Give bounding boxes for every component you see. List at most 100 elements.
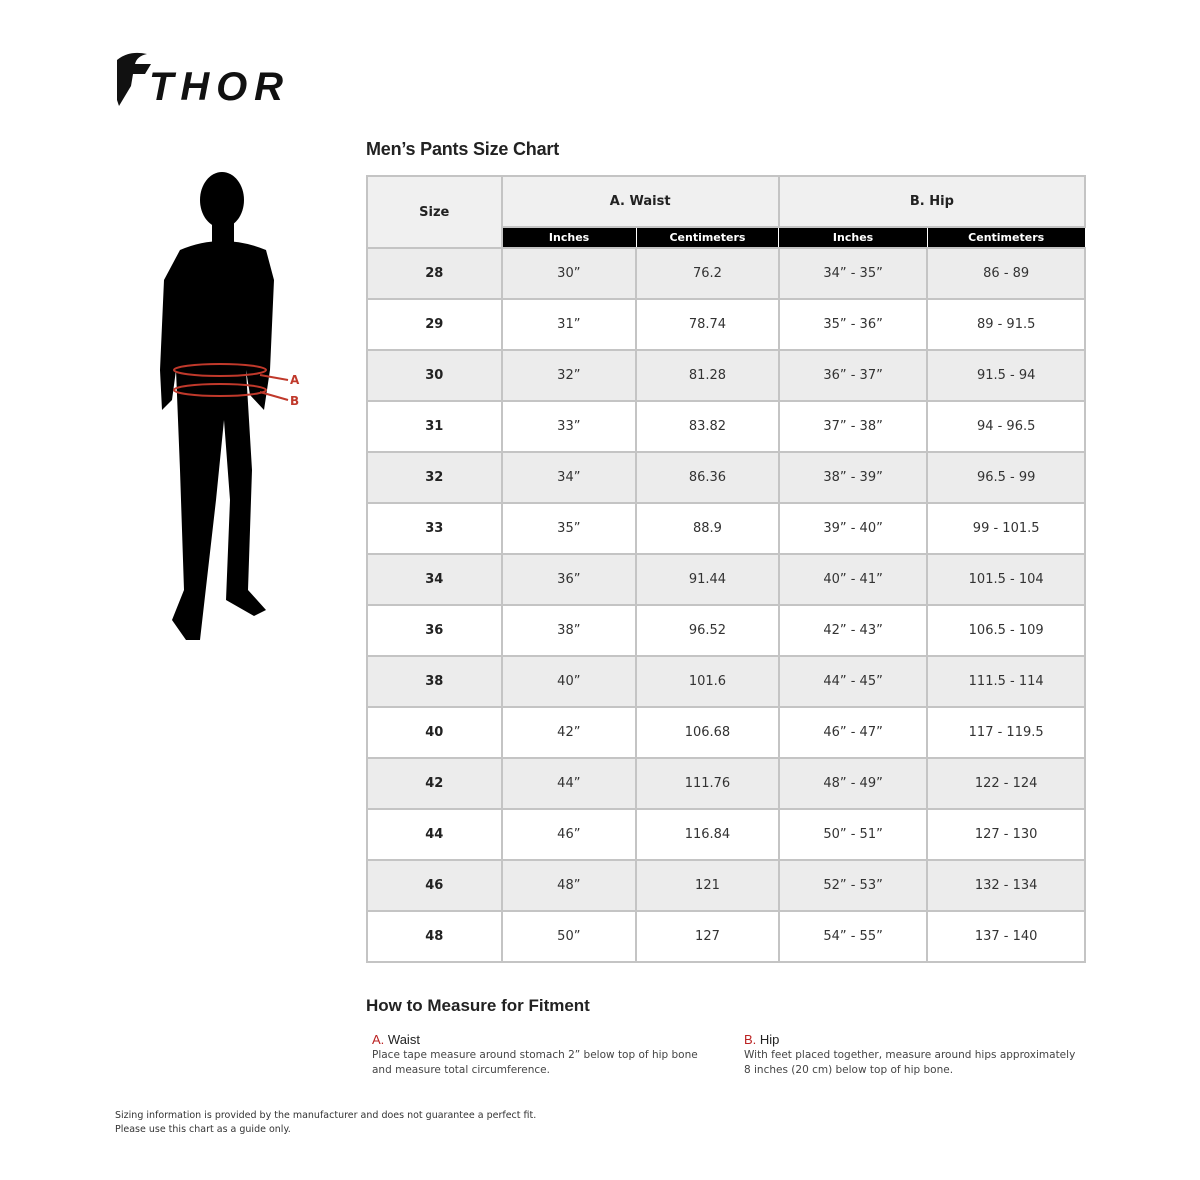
- waist-cm-cell: 78.74: [635, 298, 780, 351]
- waist-cm-cell: 96.52: [635, 604, 780, 657]
- waist-inches-cell: 33”: [500, 400, 638, 453]
- waist-cm-cell: 76.2: [635, 247, 780, 300]
- hip-inches-cell: 54” - 55”: [777, 910, 929, 963]
- table-row: 29 31” 78.74 35” - 36” 89 - 91.5: [366, 298, 1086, 351]
- hip-cm-cell: 132 - 134: [926, 859, 1086, 912]
- hip-inches-cell: 38” - 39”: [777, 451, 929, 504]
- waist-cm-cell: 88.9: [635, 502, 780, 555]
- waist-inches-cell: 35”: [500, 502, 638, 555]
- waist-inches-cell: 48”: [500, 859, 638, 912]
- hip-cm-cell: 96.5 - 99: [926, 451, 1086, 504]
- size-cell: 30: [366, 349, 503, 402]
- hip-cm-cell: 106.5 - 109: [926, 604, 1086, 657]
- hip-inches-cell: 37” - 38”: [777, 400, 929, 453]
- waist-cm-cell: 116.84: [635, 808, 780, 861]
- hip-text: With feet placed together, measure aroun…: [744, 1049, 1076, 1076]
- table-row: 44 46” 116.84 50” - 51” 127 - 130: [366, 808, 1086, 861]
- table-row: 40 42” 106.68 46” - 47” 117 - 119.5: [366, 706, 1086, 759]
- size-cell: 44: [366, 808, 503, 861]
- hip-cm-cell: 117 - 119.5: [926, 706, 1086, 759]
- hip-cm-cell: 99 - 101.5: [926, 502, 1086, 555]
- hip-inches-cell: 42” - 43”: [777, 604, 929, 657]
- table-row: 33 35” 88.9 39” - 40” 99 - 101.5: [366, 502, 1086, 555]
- size-cell: 36: [366, 604, 503, 657]
- waist-header: A. Waist: [500, 175, 780, 228]
- hip-header: B. Hip: [777, 175, 1087, 228]
- table-row: 32 34” 86.36 38” - 39” 96.5 - 99: [366, 451, 1086, 504]
- table-row: 31 33” 83.82 37” - 38” 94 - 96.5: [366, 400, 1086, 453]
- waist-inches-cell: 34”: [500, 451, 638, 504]
- hip-cm-cell: 127 - 130: [926, 808, 1086, 861]
- size-cell: 38: [366, 655, 503, 708]
- waist-inches-cell: 42”: [500, 706, 638, 759]
- hip-inches-cell: 35” - 36”: [777, 298, 929, 351]
- hip-cm-cell: 94 - 96.5: [926, 400, 1086, 453]
- waist-cm-cell: 81.28: [635, 349, 780, 402]
- hip-cm-cell: 122 - 124: [926, 757, 1086, 810]
- waist-cm-cell: 101.6: [635, 655, 780, 708]
- svg-text:THOR: THOR: [149, 65, 283, 108]
- waist-cm-header: Centimeters: [635, 226, 780, 249]
- waist-inches-cell: 30”: [500, 247, 638, 300]
- hip-cm-cell: 91.5 - 94: [926, 349, 1086, 402]
- hip-inches-header: Inches: [778, 226, 928, 249]
- table-row: 46 48” 121 52” - 53” 132 - 134: [366, 859, 1086, 912]
- table-row: 28 30” 76.2 34” - 35” 86 - 89: [366, 247, 1086, 300]
- size-cell: 40: [366, 706, 503, 759]
- hip-inches-cell: 46” - 47”: [777, 706, 929, 759]
- hip-cm-cell: 89 - 91.5: [926, 298, 1086, 351]
- hip-inches-cell: 44” - 45”: [777, 655, 929, 708]
- hip-cm-header: Centimeters: [926, 226, 1086, 249]
- size-chart-table: Size A. Waist B. Hip Inches Centimeters …: [366, 175, 1087, 963]
- svg-text:A: A: [290, 373, 300, 387]
- waist-cm-cell: 83.82: [635, 400, 780, 453]
- waist-inches-cell: 32”: [500, 349, 638, 402]
- size-cell: 32: [366, 451, 503, 504]
- waist-letter: A.: [372, 1032, 385, 1047]
- waist-cm-cell: 91.44: [635, 553, 780, 606]
- size-cell: 33: [366, 502, 503, 555]
- waist-inches-cell: 36”: [500, 553, 638, 606]
- waist-inches-cell: 46”: [500, 808, 638, 861]
- hip-inches-cell: 48” - 49”: [777, 757, 929, 810]
- size-cell: 29: [366, 298, 503, 351]
- waist-cm-cell: 127: [635, 910, 780, 963]
- size-cell: 42: [366, 757, 503, 810]
- waist-label: Waist: [384, 1032, 420, 1047]
- waist-inches-cell: 31”: [500, 298, 638, 351]
- size-cell: 31: [366, 400, 503, 453]
- hip-inches-cell: 50” - 51”: [777, 808, 929, 861]
- table-row: 48 50” 127 54” - 55” 137 - 140: [366, 910, 1086, 963]
- hip-letter: B.: [744, 1032, 757, 1047]
- table-row: 34 36” 91.44 40” - 41” 101.5 - 104: [366, 553, 1086, 606]
- page-title: Men’s Pants Size Chart: [366, 139, 559, 159]
- hip-inches-cell: 36” - 37”: [777, 349, 929, 402]
- hip-inches-cell: 34” - 35”: [777, 247, 929, 300]
- waist-text: Place tape measure around stomach 2” bel…: [372, 1049, 698, 1076]
- waist-inches-cell: 44”: [500, 757, 638, 810]
- svg-text:B: B: [290, 394, 299, 408]
- waist-cm-cell: 86.36: [635, 451, 780, 504]
- table-row: 38 40” 101.6 44” - 45” 111.5 - 114: [366, 655, 1086, 708]
- hip-cm-cell: 101.5 - 104: [926, 553, 1086, 606]
- waist-inches-cell: 40”: [500, 655, 638, 708]
- body-silhouette-figure: A B: [160, 172, 300, 640]
- thor-logo: THOR: [117, 52, 283, 108]
- hip-label: Hip: [756, 1032, 780, 1047]
- hip-inches-cell: 52” - 53”: [777, 859, 929, 912]
- disclaimer: Sizing information is provided by the ma…: [115, 1109, 536, 1137]
- hip-instructions: B. Hip With feet placed together, measur…: [744, 1032, 1084, 1078]
- hip-inches-cell: 40” - 41”: [777, 553, 929, 606]
- size-cell: 34: [366, 553, 503, 606]
- table-row: 42 44” 111.76 48” - 49” 122 - 124: [366, 757, 1086, 810]
- size-cell: 48: [366, 910, 503, 963]
- waist-cm-cell: 106.68: [635, 706, 780, 759]
- hip-cm-cell: 111.5 - 114: [926, 655, 1086, 708]
- waist-cm-cell: 121: [635, 859, 780, 912]
- size-cell: 28: [366, 247, 503, 300]
- table-row: 36 38” 96.52 42” - 43” 106.5 - 109: [366, 604, 1086, 657]
- waist-inches-cell: 38”: [500, 604, 638, 657]
- how-to-measure-title: How to Measure for Fitment: [366, 996, 590, 1015]
- waist-inches-cell: 50”: [500, 910, 638, 963]
- waist-cm-cell: 111.76: [635, 757, 780, 810]
